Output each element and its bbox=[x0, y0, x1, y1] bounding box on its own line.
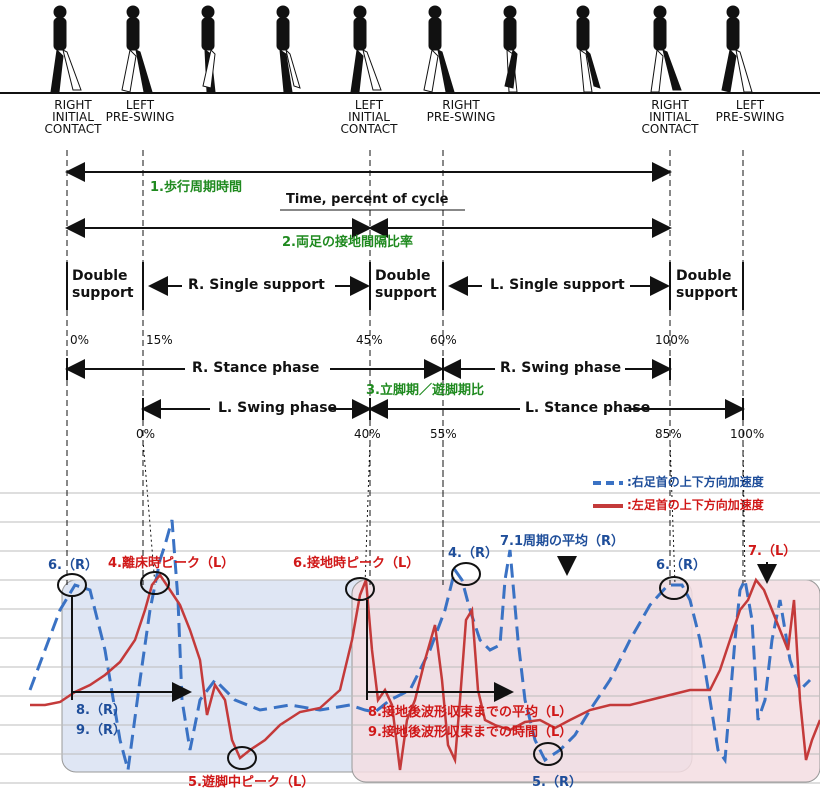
pct-bottom-0: 0% bbox=[136, 427, 156, 441]
peak-markers bbox=[57, 562, 689, 770]
peak-marker-5l bbox=[227, 746, 257, 770]
annotation-8r: 8.（R） bbox=[76, 703, 126, 718]
figure-5 bbox=[350, 5, 382, 93]
plot-gridlines bbox=[0, 492, 820, 784]
event-right-initial-contact-1: RIGHT INITIAL CONTACT bbox=[44, 98, 102, 136]
figure-1 bbox=[50, 5, 82, 93]
double-support-1: Double support bbox=[72, 268, 134, 301]
annotation-4l: 4.離床時ピーク（L） bbox=[108, 556, 235, 571]
left-ankle-signal bbox=[30, 572, 820, 771]
r-single-support: R. Single support bbox=[188, 277, 325, 293]
double-support-3: Double support bbox=[676, 268, 738, 301]
pct-bottom-40: 40% bbox=[354, 427, 381, 441]
annotation-7-cycle-mean: 7.1周期の平均（R） bbox=[500, 534, 625, 549]
double-support-2: Double support bbox=[375, 268, 437, 301]
pct-top-0: 0% bbox=[70, 333, 90, 347]
annotation-7l: 7.（L） bbox=[748, 544, 797, 559]
phase-guides bbox=[66, 150, 744, 585]
annotation-9r: 9.（R） bbox=[76, 723, 126, 738]
cycle-arrows bbox=[65, 162, 745, 419]
figure-7 bbox=[503, 5, 518, 93]
annotation-8l: 8.接地後波形収束までの平均（L） bbox=[368, 705, 573, 720]
stance-swing-ratio-label: 3.立脚期／遊脚期比 bbox=[366, 383, 484, 398]
event-left-pre-swing-1: LEFT PRE-SWING bbox=[105, 98, 175, 124]
annotation-6r-right: 6.（R） bbox=[656, 558, 706, 573]
event-left-pre-swing-2: LEFT PRE-SWING bbox=[715, 98, 785, 124]
annotation-5l: 5.遊脚中ピーク（L） bbox=[188, 775, 315, 790]
annotation-6l: 6.接地時ピーク（L） bbox=[293, 556, 420, 571]
legend-right-label: :右足首の上下方向加速度 bbox=[627, 475, 764, 489]
annotation-5r: 5.（R） bbox=[532, 775, 582, 790]
time-percent-title: Time, percent of cycle bbox=[286, 192, 449, 207]
pct-top-45: 45% bbox=[356, 333, 383, 347]
l-swing-phase: L. Swing phase bbox=[218, 400, 338, 416]
peak-marker-6l bbox=[345, 577, 375, 601]
pct-top-100: 100% bbox=[655, 333, 690, 347]
figure-8 bbox=[576, 5, 601, 93]
r-swing-phase: R. Swing phase bbox=[500, 360, 622, 376]
peak-marker-4r bbox=[451, 562, 481, 586]
event-right-initial-contact-2: RIGHT INITIAL CONTACT bbox=[641, 98, 699, 136]
event-left-initial-contact: LEFT INITIAL CONTACT bbox=[340, 98, 398, 136]
figure-4 bbox=[276, 5, 301, 93]
contact-ratio-label: 2.両足の接地間隔比率 bbox=[282, 235, 413, 250]
walking-figures bbox=[50, 5, 753, 93]
pct-bottom-100: 100% bbox=[730, 427, 765, 441]
peak-marker-6r-right bbox=[659, 576, 689, 600]
pointer-arrows bbox=[557, 556, 777, 584]
right-ankle-signal bbox=[28, 519, 812, 771]
annotation-4r: 4.（R） bbox=[448, 546, 498, 561]
pct-bottom-55: 55% bbox=[430, 427, 457, 441]
pct-bottom-85: 85% bbox=[655, 427, 682, 441]
figure-3 bbox=[201, 5, 216, 93]
figure-6 bbox=[423, 5, 455, 93]
annotation-9l: 9.接地後波形収束までの時間（L） bbox=[368, 725, 573, 740]
figure-9 bbox=[650, 5, 682, 93]
peak-marker-5r bbox=[533, 742, 563, 766]
figure-2 bbox=[121, 5, 153, 93]
dotted-guides bbox=[142, 439, 746, 586]
annotation-6r-left: 6.（R） bbox=[48, 558, 98, 573]
event-right-pre-swing: RIGHT PRE-SWING bbox=[426, 98, 496, 124]
l-stance-phase: L. Stance phase bbox=[525, 400, 651, 416]
l-single-support: L. Single support bbox=[490, 277, 625, 293]
pct-top-15: 15% bbox=[146, 333, 173, 347]
interval-markers bbox=[71, 596, 514, 702]
legend-left-label: :左足首の上下方向加速度 bbox=[627, 498, 764, 512]
figure-10 bbox=[721, 5, 753, 93]
peak-marker-4l bbox=[140, 571, 170, 595]
r-stance-phase: R. Stance phase bbox=[192, 360, 320, 376]
pct-top-60: 60% bbox=[430, 333, 457, 347]
double-support-bars bbox=[66, 262, 744, 420]
cycle-time-label: 1.歩行周期時間 bbox=[150, 180, 242, 195]
